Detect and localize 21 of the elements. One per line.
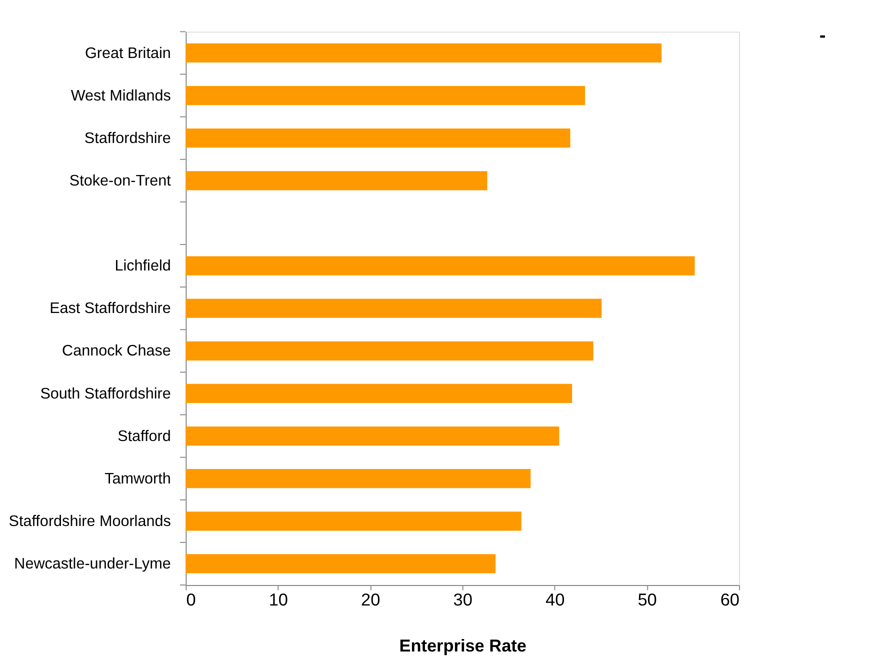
y-tick-label: Stafford — [118, 428, 171, 445]
y-tick-label: Great Britain — [85, 44, 171, 62]
y-tick-label: South Staffordshire — [40, 385, 171, 402]
y-tick-label: West Midlands — [70, 87, 172, 104]
y-tick-label: Stoke-on-Trent — [69, 172, 172, 190]
y-tick-label: East Staffordshire — [50, 300, 171, 318]
x-tick-label: 60 — [720, 590, 740, 610]
text: - — [819, 25, 826, 46]
x-tick-label: 10 — [268, 590, 288, 610]
x-axis-title: Enterprise Rate — [399, 636, 526, 656]
y-tick-label: Newcastle-under-Lyme — [14, 556, 171, 573]
y-tick-label: Staffordshire — [84, 130, 171, 147]
x-tick-label: 50 — [638, 590, 657, 610]
x-tick-label: 40 — [545, 590, 565, 610]
y-tick-label: Cannock Chase — [62, 342, 171, 360]
y-tick-label: Tamworth — [104, 470, 171, 488]
x-tick-label: 30 — [453, 590, 472, 610]
x-tick-label: 0 — [186, 590, 196, 610]
y-tick-label: Staffordshire Moorlands — [8, 512, 172, 530]
y-tick-label: Lichfield — [114, 258, 171, 275]
x-tick-label: 20 — [361, 590, 380, 610]
